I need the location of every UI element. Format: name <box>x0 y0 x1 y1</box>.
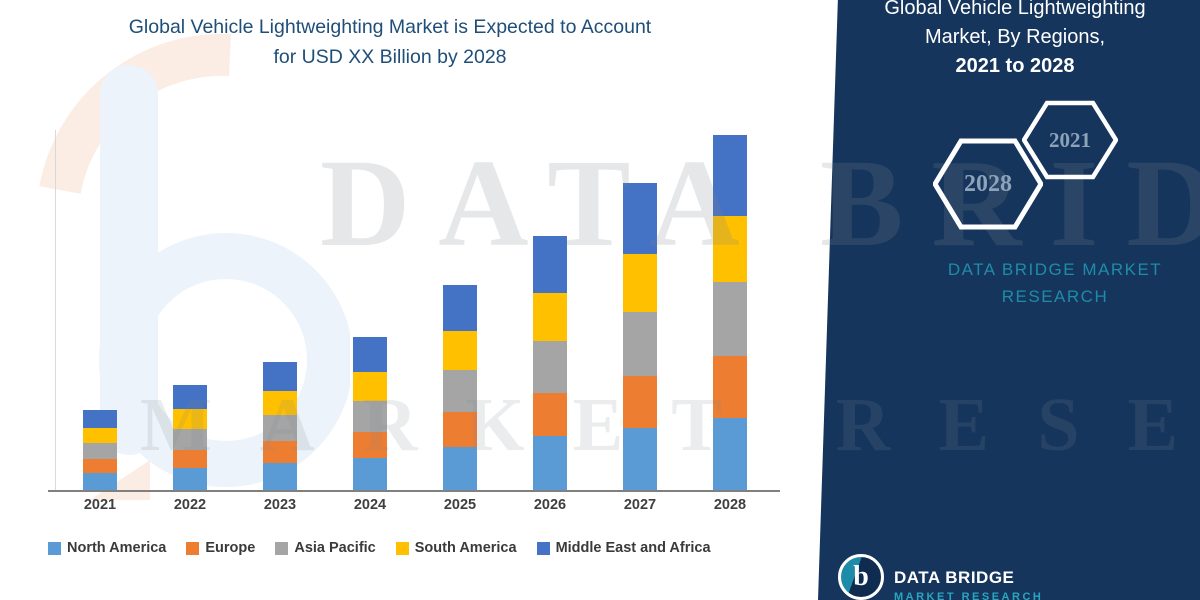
bar-segment-2022-europe <box>173 450 207 468</box>
bar-segment-2024-asia-pacific <box>353 401 387 432</box>
bar-segment-2023-asia-pacific <box>263 415 297 441</box>
legend-swatch-asia-pacific <box>275 541 289 555</box>
bar-segment-2026-middle-east-and-africa <box>533 236 567 293</box>
bar-segment-2028-north-america <box>713 418 747 490</box>
bar-segment-2026-south-america <box>533 293 567 341</box>
panel-brand-line2: RESEARCH <box>1001 287 1109 306</box>
bar-segment-2022-south-america <box>173 409 207 429</box>
bar-segment-2025-north-america <box>443 447 477 490</box>
x-label-2022: 2022 <box>173 497 207 513</box>
x-label-2021: 2021 <box>83 497 117 513</box>
bar-segment-2027-europe <box>623 376 657 428</box>
legend-item-asia-pacific: Asia Pacific <box>275 540 376 556</box>
bar-segment-2026-asia-pacific <box>533 341 567 393</box>
legend-label-europe: Europe <box>205 540 256 556</box>
legend-label-south-america: South America <box>414 540 517 556</box>
panel-title-line1: Global Vehicle Lightweighting <box>884 0 1146 19</box>
legend: North America Europe Asia Pacific South Ame… <box>48 540 788 556</box>
bar-segment-2028-asia-pacific <box>713 282 747 356</box>
x-label-2023: 2023 <box>263 497 297 513</box>
bar-segment-2025-asia-pacific <box>443 370 477 412</box>
x-axis-line <box>48 490 780 492</box>
bar-segment-2023-south-america <box>263 391 297 415</box>
bar-2026 <box>533 236 567 490</box>
bar-segment-2025-middle-east-and-africa <box>443 285 477 331</box>
panel-title-line3: 2021 to 2028 <box>955 55 1075 77</box>
footer-logo-monogram: b <box>853 561 869 592</box>
bar-2028 <box>713 135 747 490</box>
footer-brand: DATA BRIDGE <box>894 568 1015 587</box>
footer-brand-sub: MARKET RESEARCH <box>894 591 1044 600</box>
x-label-2027: 2027 <box>623 497 657 513</box>
bar-segment-2021-asia-pacific <box>83 443 117 459</box>
bar-2021 <box>83 410 117 490</box>
bar-segment-2027-north-america <box>623 428 657 490</box>
page-title: Global Vehicle Lightweighting Market is … <box>60 12 720 72</box>
bar-2022 <box>173 385 207 490</box>
bar-segment-2021-middle-east-and-africa <box>83 410 117 428</box>
x-label-2028: 2028 <box>713 497 747 513</box>
legend-swatch-south-america <box>395 541 409 555</box>
bar-segment-2024-south-america <box>353 372 387 401</box>
panel-brand-text: DATA BRIDGE MARKET RESEARCH <box>905 256 1200 310</box>
legend-item-north-america: North America <box>48 540 166 556</box>
page-title-line1: Global Vehicle Lightweighting Market is … <box>128 16 652 38</box>
legend-item-europe: Europe <box>186 540 255 556</box>
bar-segment-2022-asia-pacific <box>173 429 207 450</box>
bar-segment-2023-europe <box>263 441 297 463</box>
bar-segment-2023-north-america <box>263 463 297 490</box>
side-panel <box>818 0 1200 600</box>
x-label-2025: 2025 <box>443 497 477 513</box>
x-label-2026: 2026 <box>533 497 567 513</box>
legend-swatch-middle-east-and-africa <box>536 541 550 555</box>
panel-title: Global Vehicle Lightweighting Market, By… <box>845 0 1185 81</box>
x-label-2024: 2024 <box>353 497 387 513</box>
bar-segment-2021-europe <box>83 459 117 473</box>
bar-segment-2027-south-america <box>623 254 657 312</box>
bar-segment-2021-north-america <box>83 473 117 490</box>
bar-segment-2026-europe <box>533 393 567 436</box>
bar-segment-2028-south-america <box>713 216 747 282</box>
bar-segment-2025-europe <box>443 412 477 447</box>
hexagon-year-left: 2028 <box>964 170 1012 197</box>
hexagon-year-right: 2021 <box>1049 127 1091 152</box>
legend-item-south-america: South America <box>395 540 517 556</box>
bar-segment-2022-middle-east-and-africa <box>173 385 207 409</box>
hexagon-badge-2021: 2021 <box>1021 100 1119 180</box>
footer-logo-icon: b <box>838 554 884 600</box>
legend-label-asia-pacific: Asia Pacific <box>294 540 376 556</box>
page-title-line2: for USD XX Billion by 2028 <box>273 46 507 68</box>
legend-swatch-north-america <box>48 541 61 555</box>
bar-segment-2024-middle-east-and-africa <box>353 337 387 372</box>
legend-label-north-america: North America <box>67 540 167 556</box>
bar-segment-2022-north-america <box>173 468 207 490</box>
bar-segment-2021-south-america <box>83 428 117 443</box>
x-axis-labels: 2021 2022 2023 2024 2025 2026 2027 2028 <box>55 497 775 513</box>
legend-label-middle-east-and-africa: Middle East and Africa <box>555 540 711 556</box>
bar-segment-2025-south-america <box>443 331 477 370</box>
bar-segment-2028-europe <box>713 356 747 418</box>
panel-title-line2: Market, By Regions, <box>924 26 1106 48</box>
bar-segment-2023-middle-east-and-africa <box>263 362 297 391</box>
hexagon-outline-icon <box>1021 100 1119 180</box>
bar-segment-2028-middle-east-and-africa <box>713 135 747 216</box>
hexagon-outline-icon <box>932 138 1044 230</box>
legend-item-middle-east-and-africa: Middle East and Africa <box>536 540 711 556</box>
bar-2027 <box>623 183 657 490</box>
bar-segment-2026-north-america <box>533 436 567 490</box>
y-axis-line <box>55 130 56 490</box>
plot-area <box>55 130 775 490</box>
hexagon-badge-2028: 2028 <box>932 138 1044 230</box>
bar-segment-2027-middle-east-and-africa <box>623 183 657 254</box>
bar-segment-2024-europe <box>353 432 387 458</box>
legend-swatch-europe <box>186 541 200 555</box>
bar-2023 <box>263 362 297 490</box>
bar-segment-2024-north-america <box>353 458 387 490</box>
bar-segment-2027-asia-pacific <box>623 312 657 376</box>
bar-2025 <box>443 285 477 490</box>
panel-brand-line1: DATA BRIDGE MARKET <box>947 260 1163 279</box>
bar-2024 <box>353 337 387 490</box>
